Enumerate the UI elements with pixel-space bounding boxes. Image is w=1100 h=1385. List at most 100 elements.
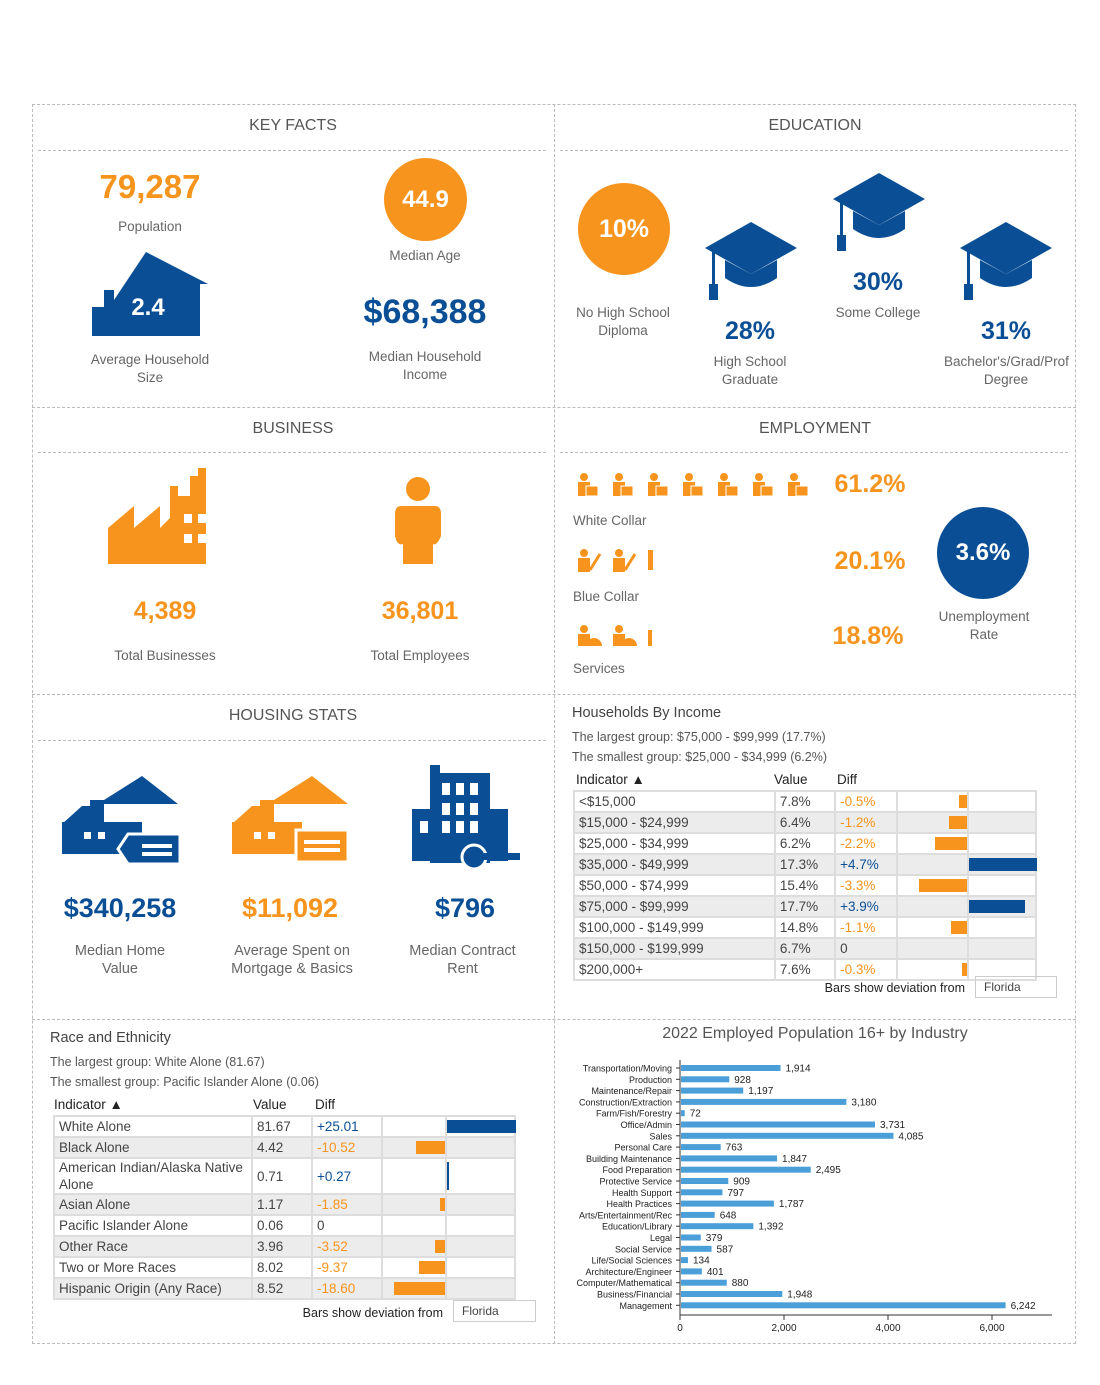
deviation-bar [393,1282,445,1295]
bar-cell-positive [445,1256,516,1279]
value-cell: 15.4% [773,874,837,897]
some-college-label: Some College [835,305,921,320]
blue-collar-value: 20.1% [834,547,906,575]
bar-value-label: 1,787 [779,1199,804,1210]
bar-cell-positive [966,958,1038,981]
apartment-key-icon [412,765,520,871]
industry-bar [681,1257,688,1264]
bar-value-label: 72 [690,1109,702,1120]
deviation-bar [959,795,967,808]
table-row: American Indian/Alaska Native Alone 0.71 +… [53,1157,516,1195]
col-indicator[interactable]: Indicator ▲ [54,1097,123,1112]
compare-region-select[interactable]: Florida [975,976,1057,998]
deviation-bar [949,816,967,829]
bar-value-label: 1,392 [758,1222,783,1233]
diff-cell: +3.9% [834,895,899,918]
indicator-cell: $15,000 - $24,999 [573,811,776,834]
bar-value-label: 4,085 [898,1131,923,1142]
table-row: $15,000 - $24,999 6.4% -1.2% [573,811,1038,834]
table-row: Hispanic Origin (Any Race) 8.52 -18.60 [53,1277,516,1300]
col-indicator[interactable]: Indicator ▲ [576,772,645,787]
total-employees-label: Total Employees [370,648,470,663]
table-row: $75,000 - $99,999 17.7% +3.9% [573,895,1038,918]
industry-bar-chart: Transportation/Moving 1,914 Production 928 M… [576,1060,1052,1334]
indicator-cell: <$15,000 [573,790,776,813]
category-label: Education/Library [602,1222,673,1232]
category-label: Architecture/Engineer [585,1267,672,1277]
category-label: Social Service [615,1244,672,1254]
indicator-cell: White Alone [53,1115,253,1138]
bar-value-label: 648 [720,1210,737,1221]
industry-bar [681,1132,894,1139]
bar-cell-positive [445,1115,516,1138]
industry-bar [681,1211,715,1218]
divider [38,740,546,741]
total-businesses-value: 4,389 [133,597,197,625]
deviation-bar [918,879,967,892]
x-tick-label: 4,000 [875,1323,900,1334]
bachelors-label: Bachelor's/Grad/Prof Degree [944,354,1069,387]
industry-bar [681,1166,811,1173]
table-row: White Alone 81.67 +25.01 [53,1115,516,1138]
graduation-cap-icon [960,222,1052,300]
bar-cell-negative [896,790,969,813]
diff-cell: -9.37 [311,1256,383,1279]
median-income-value: $68,388 [363,293,487,331]
col-diff[interactable]: Diff [837,772,858,787]
bar-value-label: 379 [706,1233,723,1244]
bar-cell-negative [381,1214,447,1237]
median-age-circle: 44.9 [384,158,467,241]
industry-bar [681,1223,754,1230]
diff-cell: -1.85 [311,1193,383,1216]
category-label: Arts/Entertainment/Rec [579,1210,673,1220]
house-price-tag-icon [62,776,182,866]
divider [32,407,1076,408]
services-label: Services [573,661,625,676]
value-cell: 6.7% [773,937,837,960]
value-cell: 17.3% [773,853,837,876]
total-businesses-label: Total Businesses [114,648,216,663]
blue-collar-label: Blue Collar [573,589,640,604]
value-cell: 0.06 [251,1214,313,1237]
bar-cell-positive [445,1214,516,1237]
white-collar-value: 61.2% [834,470,906,498]
table-row: $35,000 - $49,999 17.3% +4.7% [573,853,1038,876]
industry-bar [681,1268,702,1275]
unemployment-circle: 3.6% [937,507,1029,599]
deviation-bar [419,1261,445,1274]
bar-cell-positive [445,1277,516,1300]
value-cell: 8.02 [251,1256,313,1279]
industry-bar [681,1178,729,1184]
col-value[interactable]: Value [774,772,808,787]
indicator-cell: $100,000 - $149,999 [573,916,776,939]
value-cell: 8.52 [251,1277,313,1300]
col-value[interactable]: Value [253,1097,287,1112]
race-table: White Alone 81.67 +25.01 Black Alone 4.42 -10… [53,1115,516,1300]
indicator-cell: Pacific Islander Alone [53,1214,253,1237]
deviation-bar [934,837,967,850]
indicator-cell: $75,000 - $99,999 [573,895,776,918]
indicator-cell: $50,000 - $74,999 [573,874,776,897]
bar-cell-negative [381,1235,447,1258]
bar-value-label: 3,731 [880,1120,905,1131]
bar-value-label: 909 [733,1177,750,1188]
hs-grad-label: High School Graduate [713,354,787,387]
race-largest: The largest group: White Alone (81.67) [50,1055,265,1069]
industry-bar [681,1234,701,1241]
industry-bar [681,1291,783,1297]
col-diff[interactable]: Diff [315,1097,336,1112]
home-value-label: Median Home Value [74,943,166,977]
indicator-cell: $150,000 - $199,999 [573,937,776,960]
table-row: $100,000 - $149,999 14.8% -1.1% [573,916,1038,939]
bar-cell-negative [381,1277,447,1300]
deviation-bar [968,900,1026,913]
compare-region-select[interactable]: Florida [453,1300,536,1322]
diff-cell: -0.3% [834,958,899,981]
bar-value-label: 1,948 [787,1290,812,1301]
bar-value-label: 763 [726,1143,743,1154]
category-label: Transportation/Moving [583,1064,672,1074]
bar-cell-positive [445,1157,516,1195]
table-row: Two or More Races 8.02 -9.37 [53,1256,516,1279]
rent-value: $796 [434,893,496,923]
mortgage-label: Average Spent on Mortgage & Basics [231,943,353,977]
